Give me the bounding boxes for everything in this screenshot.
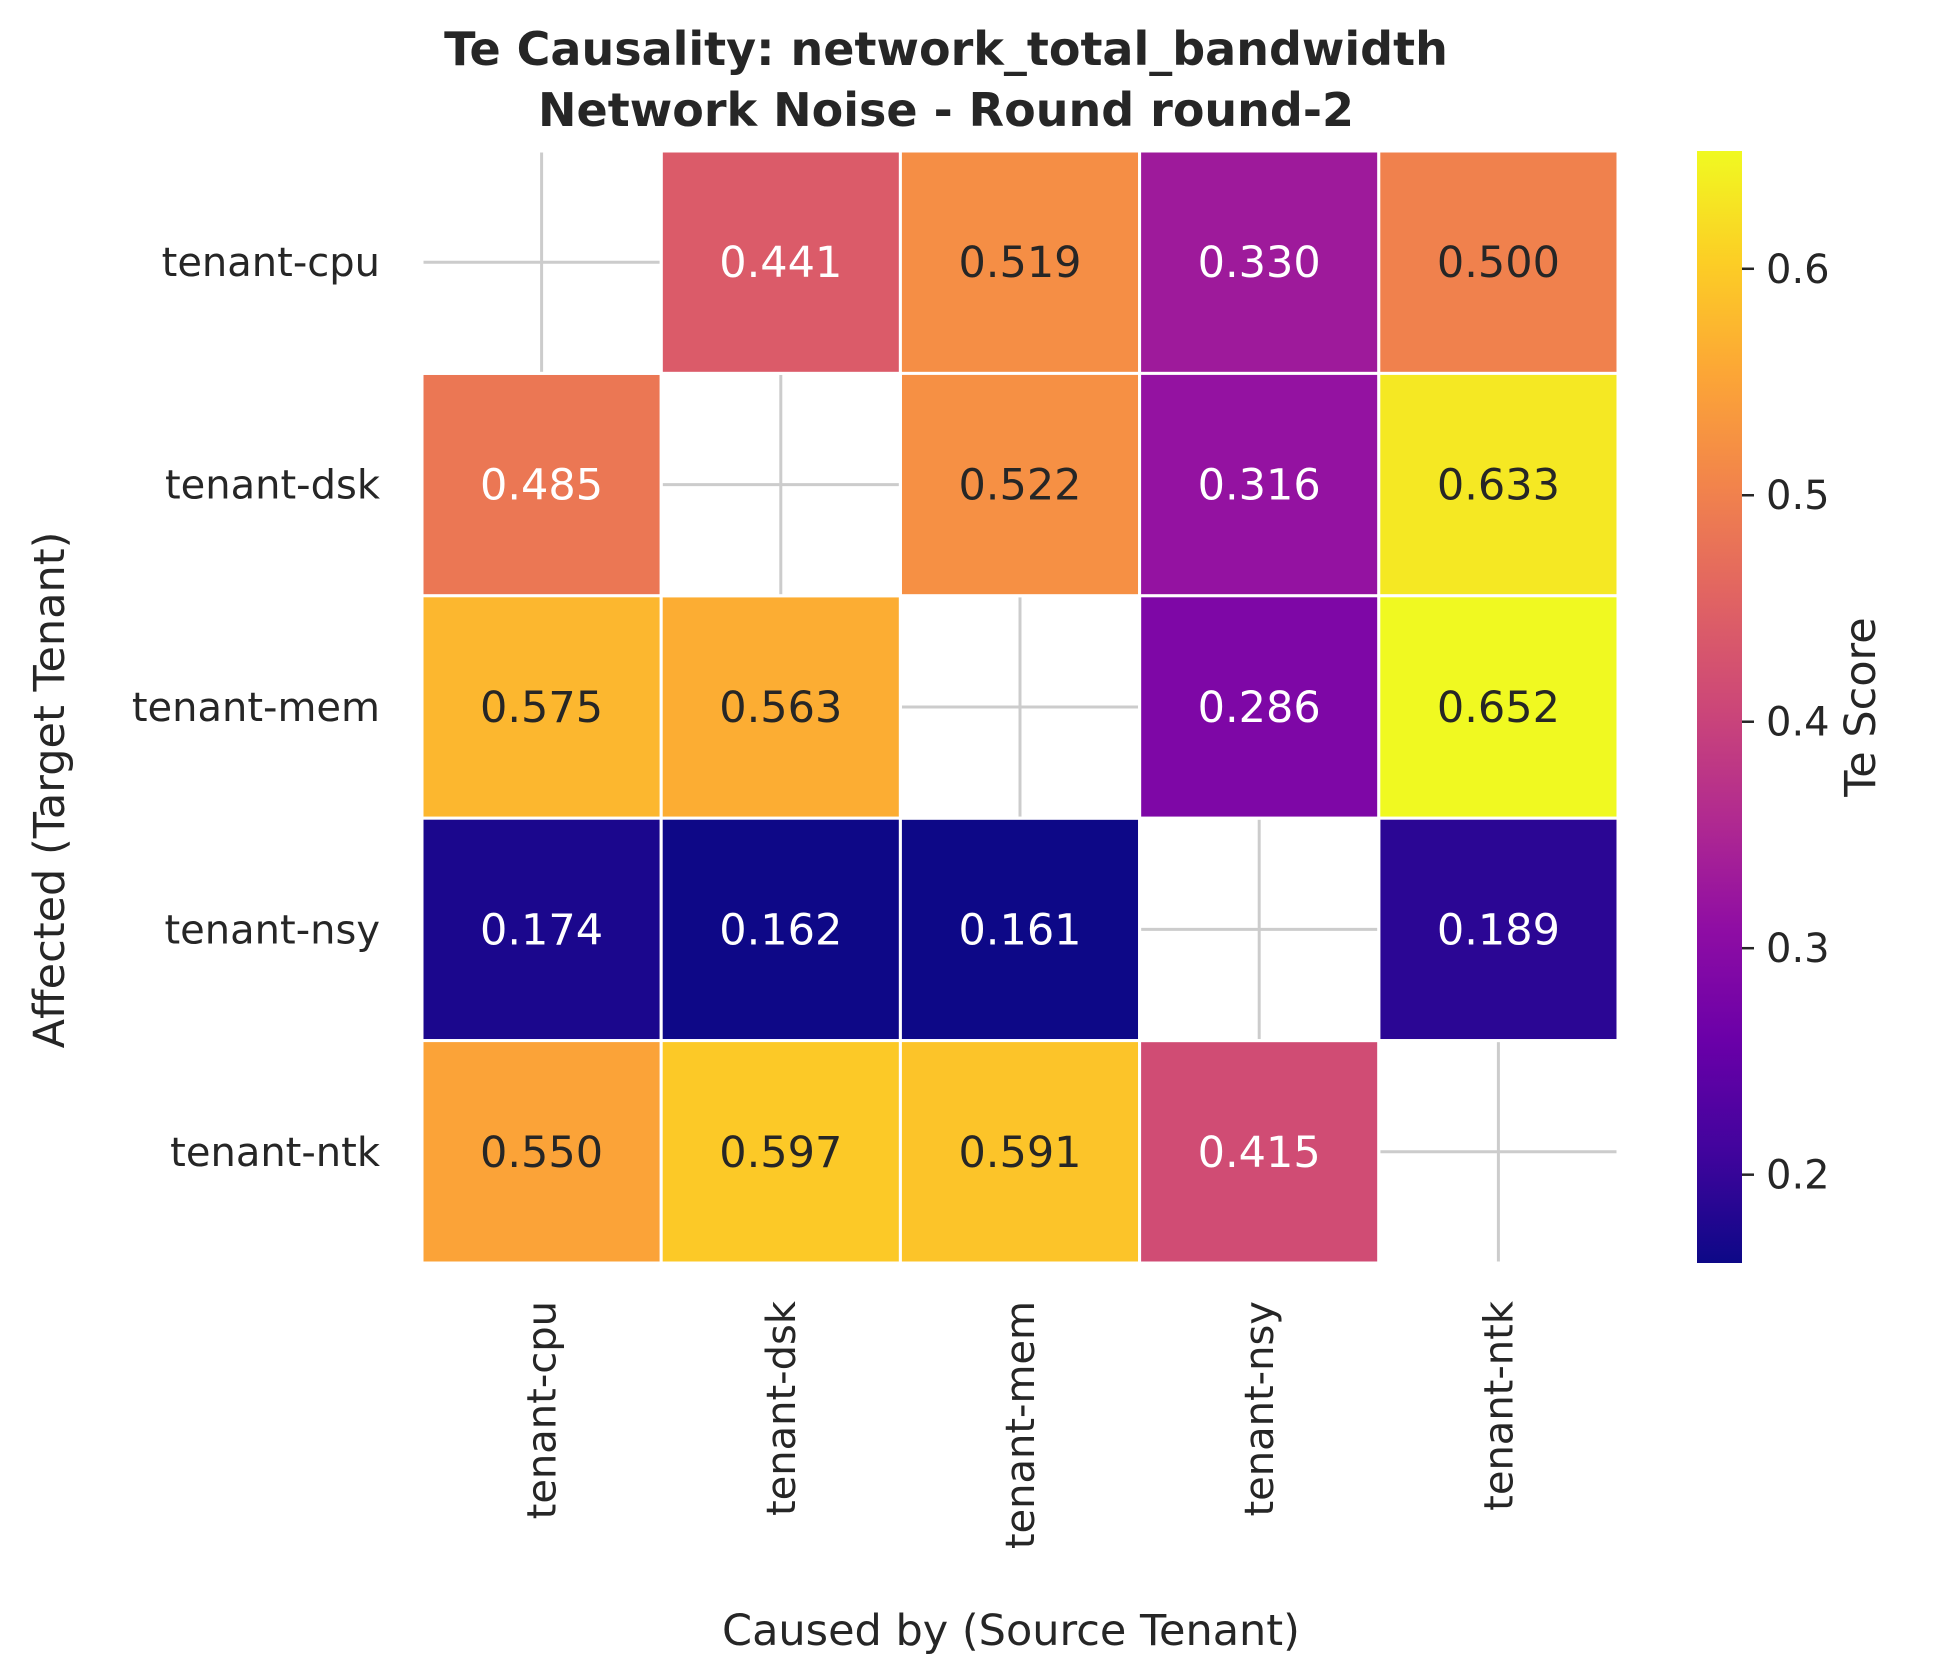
- cell-value-label: 0.500: [1437, 238, 1560, 288]
- cell-value-label: 0.522: [958, 461, 1081, 511]
- x-tick-label-tenant-nsy: tenant-nsy: [1237, 1301, 1283, 1517]
- x-axis-label: Caused by (Source Tenant): [722, 1606, 1300, 1656]
- y-tick-labels: tenant-cpu tenant-dsk tenant-mem tenant-nsy…: [132, 240, 381, 1176]
- cell-value-label: 0.441: [719, 238, 842, 288]
- heatmap-cell-tenant-nsy-tenant-mem: [898, 816, 1142, 1043]
- cell-value-label: 0.652: [1437, 683, 1560, 733]
- y-tick-label-tenant-cpu: tenant-cpu: [162, 240, 380, 286]
- y-tick-label-tenant-mem: tenant-mem: [132, 685, 380, 731]
- cell-value-label: 0.597: [719, 1128, 842, 1178]
- cell-value-label: 0.330: [1198, 238, 1321, 288]
- colorbar-tick-label: 0.2: [1766, 1153, 1830, 1199]
- colorbar-tick-label: 0.5: [1766, 473, 1830, 519]
- heatmap-cell-tenant-dsk-tenant-nsy: [1138, 371, 1381, 598]
- colorbar-ticks: 0.2 0.3 0.4 0.5 0.6: [1742, 247, 1830, 1199]
- empty-diagonal-cell: [1377, 1039, 1620, 1265]
- heatmap-cell-tenant-mem-tenant-dsk: [659, 594, 902, 820]
- empty-diagonal-cell: [659, 371, 902, 598]
- heatmap-cell-tenant-ntk-tenant-mem: [898, 1039, 1142, 1265]
- y-tick-label-tenant-ntk: tenant-ntk: [170, 1130, 381, 1176]
- colorbar-tick-label: 0.6: [1766, 247, 1830, 293]
- cell-value-label: 0.550: [480, 1128, 603, 1178]
- chart-title: Te Causality: network_total_bandwidth: [444, 22, 1448, 76]
- cell-value-label: 0.161: [958, 905, 1081, 955]
- cell-value-label: 0.591: [958, 1128, 1081, 1178]
- heatmap-cell-tenant-ntk-tenant-nsy: [1138, 1039, 1381, 1265]
- colorbar-label: Te Score: [1836, 617, 1886, 798]
- heatmap-cell-tenant-cpu-tenant-mem: [898, 149, 1142, 375]
- colorbar-gradient: [1697, 151, 1742, 1263]
- x-tick-label-tenant-dsk: tenant-dsk: [759, 1300, 805, 1516]
- y-axis-label: Affected (Target Tenant): [25, 532, 75, 1049]
- heatmap-cell-tenant-mem-tenant-cpu: [420, 594, 663, 820]
- heatmap-cell-tenant-ntk-tenant-dsk: [659, 1039, 902, 1265]
- empty-diagonal-cell: [898, 594, 1142, 820]
- heatmap-cells: 0.441 0.519 0.330 0.500 0.485 0.522 0.316 0.633…: [420, 149, 1620, 1265]
- cell-value-label: 0.563: [719, 683, 842, 733]
- x-tick-label-tenant-mem: tenant-mem: [998, 1301, 1044, 1549]
- cell-value-label: 0.519: [958, 238, 1081, 288]
- cell-value-label: 0.485: [480, 461, 603, 511]
- empty-diagonal-cell: [1138, 816, 1381, 1043]
- cell-value-label: 0.415: [1198, 1128, 1321, 1178]
- y-tick-label-tenant-nsy: tenant-nsy: [165, 907, 381, 953]
- x-tick-label-tenant-cpu: tenant-cpu: [520, 1301, 566, 1519]
- cell-value-label: 0.286: [1198, 683, 1321, 733]
- colorbar: [1697, 151, 1742, 1263]
- chart-subtitle: Network Noise - Round round-2: [538, 83, 1354, 137]
- cell-value-label: 0.575: [480, 683, 603, 733]
- heatmap-cell-tenant-dsk-tenant-cpu: [420, 371, 663, 598]
- heatmap-cell-tenant-ntk-tenant-cpu: [420, 1039, 663, 1265]
- empty-diagonal-cell: [420, 149, 663, 375]
- cell-value-label: 0.162: [719, 905, 842, 955]
- heatmap-cell-tenant-nsy-tenant-cpu: [420, 816, 663, 1043]
- heatmap-cell-tenant-dsk-tenant-mem: [898, 371, 1142, 598]
- cell-value-label: 0.189: [1437, 905, 1560, 955]
- colorbar-tick-label: 0.4: [1766, 700, 1830, 746]
- x-tick-labels: tenant-cpu tenant-dsk tenant-mem tenant-nsy…: [520, 1300, 1523, 1549]
- cell-value-label: 0.633: [1437, 461, 1560, 511]
- heatmap-cell-tenant-dsk-tenant-ntk: [1377, 371, 1620, 598]
- y-tick-label-tenant-dsk: tenant-dsk: [165, 463, 381, 509]
- cell-value-label: 0.316: [1198, 461, 1321, 511]
- x-tick-label-tenant-ntk: tenant-ntk: [1476, 1300, 1522, 1511]
- heatmap-cell-tenant-cpu-tenant-ntk: [1377, 149, 1620, 375]
- cell-value-label: 0.174: [480, 905, 603, 955]
- colorbar-tick-label: 0.3: [1766, 926, 1830, 972]
